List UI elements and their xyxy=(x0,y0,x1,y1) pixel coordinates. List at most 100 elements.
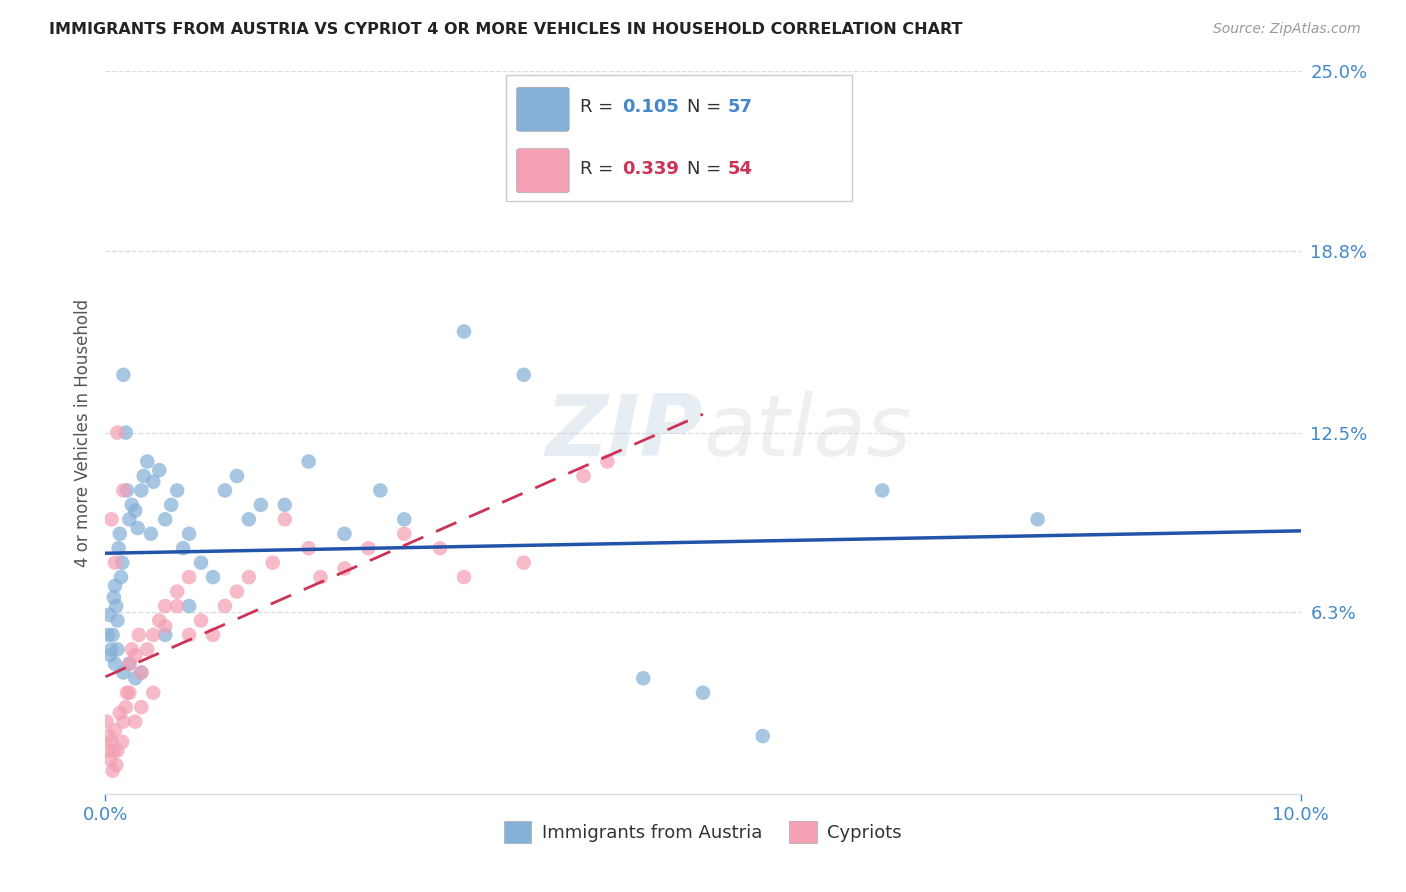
Point xyxy=(124,648,146,662)
Text: 0.339: 0.339 xyxy=(621,160,679,178)
Point xyxy=(214,483,236,498)
Point xyxy=(225,584,249,599)
Point xyxy=(114,700,136,714)
Point xyxy=(100,642,122,657)
Text: atlas: atlas xyxy=(703,391,911,475)
Point xyxy=(107,425,129,440)
Point xyxy=(101,628,124,642)
Point xyxy=(103,591,125,605)
Point xyxy=(111,556,134,570)
Point xyxy=(129,665,153,680)
Point xyxy=(297,454,319,468)
Point xyxy=(108,526,131,541)
Point xyxy=(128,628,150,642)
Point xyxy=(513,368,536,382)
Point xyxy=(136,454,159,468)
Text: 57: 57 xyxy=(728,98,754,117)
Point xyxy=(148,463,170,477)
FancyBboxPatch shape xyxy=(506,75,852,202)
Point xyxy=(98,729,121,743)
Point xyxy=(98,752,121,766)
Point xyxy=(262,556,284,570)
Point xyxy=(127,521,149,535)
Point xyxy=(238,512,260,526)
Point xyxy=(124,503,146,517)
Point xyxy=(297,541,319,556)
Point xyxy=(97,743,120,757)
Point xyxy=(96,714,118,729)
Point xyxy=(101,764,124,778)
Point xyxy=(453,325,475,339)
Point xyxy=(112,368,135,382)
Point xyxy=(124,671,146,685)
Point xyxy=(115,483,138,498)
Point xyxy=(132,469,155,483)
Point xyxy=(214,599,236,613)
Text: 0.105: 0.105 xyxy=(621,98,679,117)
Point xyxy=(108,706,131,720)
Point xyxy=(273,512,295,526)
Point xyxy=(153,628,177,642)
Point xyxy=(202,570,225,584)
Point xyxy=(111,735,134,749)
Point xyxy=(129,483,153,498)
Point xyxy=(118,657,141,671)
Point xyxy=(177,570,200,584)
Point xyxy=(118,512,141,526)
Point xyxy=(129,700,153,714)
Point xyxy=(142,686,165,700)
Point xyxy=(751,729,773,743)
Point xyxy=(105,599,128,613)
Point xyxy=(309,570,332,584)
Text: R =: R = xyxy=(579,98,619,117)
Text: Source: ZipAtlas.com: Source: ZipAtlas.com xyxy=(1213,22,1361,37)
Point xyxy=(273,498,295,512)
Point xyxy=(238,570,260,584)
Point xyxy=(333,526,356,541)
Point xyxy=(392,512,416,526)
Point xyxy=(142,628,165,642)
Point xyxy=(121,642,143,657)
Point xyxy=(357,541,380,556)
Point xyxy=(572,469,595,483)
Point xyxy=(225,469,249,483)
Point xyxy=(104,657,127,671)
Point xyxy=(429,541,451,556)
Text: ZIP: ZIP xyxy=(546,391,703,475)
Point xyxy=(177,628,200,642)
Point xyxy=(368,483,391,498)
Point xyxy=(98,607,121,622)
Point xyxy=(107,743,129,757)
Point xyxy=(139,526,162,541)
Point xyxy=(190,614,212,628)
Point xyxy=(114,425,136,440)
Point xyxy=(105,758,128,772)
Point xyxy=(177,526,200,541)
Point xyxy=(692,686,714,700)
Point xyxy=(100,735,122,749)
Point xyxy=(100,512,122,526)
Point xyxy=(166,584,188,599)
Point xyxy=(124,714,146,729)
Text: R =: R = xyxy=(579,160,619,178)
Point xyxy=(142,475,165,489)
FancyBboxPatch shape xyxy=(516,87,569,131)
Point xyxy=(333,561,356,575)
Point xyxy=(115,686,138,700)
Point xyxy=(112,665,135,680)
FancyBboxPatch shape xyxy=(516,149,569,193)
Point xyxy=(97,628,120,642)
Point xyxy=(453,570,475,584)
Point xyxy=(136,642,159,657)
Point xyxy=(112,714,135,729)
Point xyxy=(172,541,194,556)
Point xyxy=(177,599,200,613)
Point xyxy=(250,498,273,512)
Point xyxy=(107,642,129,657)
Point xyxy=(190,556,212,570)
Point xyxy=(596,454,619,468)
Point xyxy=(1026,512,1049,526)
Point xyxy=(153,512,177,526)
Text: 54: 54 xyxy=(728,160,754,178)
Point xyxy=(148,614,170,628)
